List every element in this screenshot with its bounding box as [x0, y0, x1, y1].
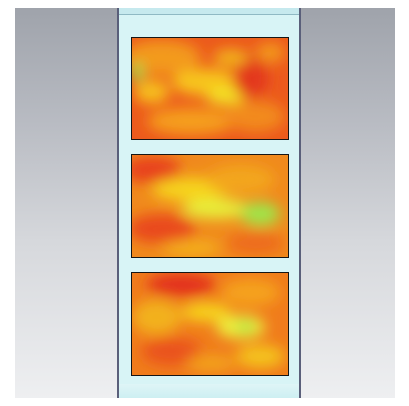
heatmap-panel-middle[interactable] — [131, 154, 289, 258]
heatmap-field-middle — [132, 155, 288, 257]
column-bottom-cap — [119, 384, 299, 398]
heatmap-panel-bottom[interactable] — [131, 272, 289, 376]
heatmap-field-top — [132, 38, 288, 139]
heatmap-panel-top[interactable] — [131, 37, 289, 140]
heatmap-field-bottom — [132, 273, 288, 375]
column-model[interactable] — [117, 8, 301, 398]
3d-viewport[interactable] — [15, 8, 395, 398]
column-top-cap — [119, 8, 299, 15]
